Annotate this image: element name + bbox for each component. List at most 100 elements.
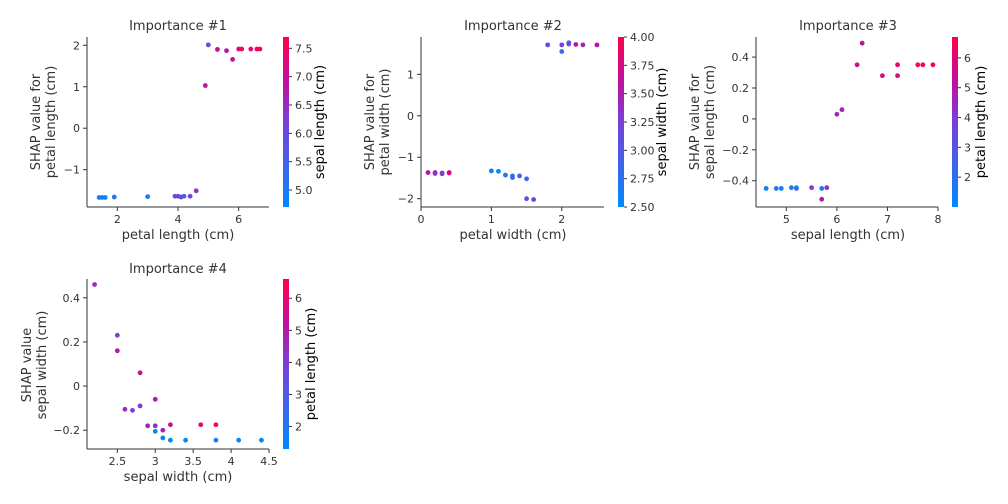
- y-axis-title-line-2: petal width (cm): [378, 69, 393, 176]
- colorbar-tick-label: 7.0: [295, 71, 313, 84]
- colorbar: 2 3 4 5 6: [283, 279, 302, 449]
- x-tick-label: 7: [884, 213, 891, 226]
- colorbar-tick-label: 6: [964, 52, 971, 65]
- colorbar-tick-label: 4: [964, 112, 971, 125]
- scatter-point: [488, 168, 494, 174]
- scatter-point: [215, 47, 220, 52]
- y-tick-label: 1: [73, 81, 80, 94]
- plot-title: Importance #1: [129, 19, 227, 34]
- scatter-point: [137, 370, 143, 376]
- x-tick-label: 8: [935, 213, 942, 226]
- scatter-point: [809, 185, 815, 191]
- scatter-point: [160, 427, 166, 433]
- scatter-point: [773, 186, 779, 191]
- colorbar-tick-label: 3.50: [630, 88, 655, 101]
- x-tick-label: 2: [114, 213, 121, 226]
- colorbar-label: sepal length (cm): [313, 65, 328, 179]
- x-axis-title: petal width (cm): [460, 228, 567, 243]
- scatter-point: [145, 194, 151, 200]
- scatter-point: [92, 282, 97, 287]
- colorbar-label: sepal width (cm): [655, 68, 670, 177]
- scatter-point: [559, 49, 565, 54]
- y-tick-label: 2: [73, 39, 80, 52]
- plot-area: 0 1 2 −2 −1 0 1: [398, 37, 604, 226]
- scatter-point: [859, 40, 865, 46]
- x-tick-label: 2.5: [109, 455, 127, 468]
- y-axis-title-line-2: sepal length (cm): [703, 65, 718, 179]
- colorbar: 2.50 2.75 3.00 3.25 3.50 3.75 4.00: [618, 31, 655, 214]
- scatter-point: [224, 48, 229, 54]
- scatter-point: [794, 185, 799, 191]
- y-axis-title-line-2: petal length (cm): [44, 66, 59, 179]
- colorbar-tick-label: 4: [295, 356, 302, 369]
- colorbar-tick-label: 3.75: [630, 59, 655, 72]
- x-tick-label: 4: [175, 213, 182, 226]
- scatter-point: [111, 194, 117, 200]
- scatter-point: [439, 171, 445, 177]
- scatter-point: [524, 176, 529, 182]
- plot-area: 2 4 6 −1 0 1 2: [64, 37, 269, 226]
- plot-title: Importance #3: [799, 19, 897, 34]
- scatter-point: [205, 42, 211, 48]
- scatter-point: [778, 186, 784, 191]
- scatter-point: [834, 111, 840, 117]
- scatter-point: [788, 185, 794, 191]
- scatter-point: [895, 62, 900, 68]
- y-axis-title-line-1: SHAP value for: [29, 73, 44, 170]
- scatter-point: [137, 403, 143, 409]
- scatter-point: [503, 172, 508, 178]
- scatter-point: [168, 437, 173, 443]
- colorbar-tick-label: 5: [295, 324, 302, 337]
- plot-area: 5 6 7 8 −0.4 −0.2 0 0.2 0.4: [722, 37, 942, 226]
- colorbar: 5.0 5.5 6.0 6.5 7.0 7.5: [283, 37, 313, 207]
- colorbar-tick-label: 5.5: [295, 156, 313, 169]
- scatter-point: [432, 171, 438, 176]
- y-tick-label: 1: [407, 68, 414, 81]
- x-axis-title: petal length (cm): [122, 228, 235, 243]
- y-tick-label: 0: [73, 122, 80, 135]
- scatter-point: [920, 62, 926, 68]
- y-tick-label: 0.4: [732, 51, 750, 64]
- x-tick-label: 3.5: [184, 455, 202, 468]
- plot-title: Importance #2: [464, 19, 562, 34]
- y-tick-label: −1: [64, 164, 80, 177]
- scatter-point: [566, 41, 572, 47]
- scatter-point: [594, 42, 600, 48]
- scatter-point: [239, 46, 245, 52]
- scatter-point: [824, 185, 830, 191]
- y-axis-title: SHAP value for petal width (cm): [363, 69, 393, 176]
- y-tick-label: −0.2: [53, 424, 80, 437]
- scatter-point: [425, 170, 431, 175]
- scatter-point: [854, 62, 860, 68]
- panel-importance-4: Importance #4 2.5 3 3.5 4 4.5 −0.2 0 0.2 0.4 SHA…: [20, 262, 319, 485]
- scatter-point: [202, 83, 208, 88]
- scatter-point: [524, 196, 529, 202]
- scatter-point: [531, 197, 537, 202]
- colorbar-label: petal length (cm): [974, 66, 989, 179]
- scatter-point: [145, 423, 151, 429]
- colorbar-tick-label: 6.0: [295, 127, 313, 140]
- scatter-point: [152, 423, 158, 429]
- y-axis-title-line-1: SHAP value for: [363, 73, 378, 170]
- scatter-point: [168, 422, 173, 428]
- y-tick-label: 0: [407, 110, 414, 123]
- scatter-point: [181, 193, 187, 199]
- x-tick-label: 4: [228, 455, 235, 468]
- scatter-point: [230, 56, 236, 62]
- scatter-point: [580, 42, 586, 48]
- x-tick-label: 6: [235, 213, 242, 226]
- colorbar: 2 3 4 5 6: [952, 37, 971, 207]
- panel-importance-1: Importance #1 2 4 6 −1 0 1 2 SHAP value for pe…: [29, 19, 328, 243]
- x-axis-title: sepal width (cm): [124, 470, 233, 485]
- scatter-point: [213, 422, 219, 428]
- x-axis-title: sepal length (cm): [791, 228, 905, 243]
- x-tick-label: 3: [152, 455, 159, 468]
- x-tick-label: 5: [783, 213, 790, 226]
- x-tick-label: 1: [488, 213, 495, 226]
- scatter-point: [257, 46, 263, 52]
- y-tick-label: 0.4: [63, 292, 81, 305]
- colorbar-tick-label: 4.00: [630, 31, 655, 44]
- scatter-point: [183, 437, 188, 443]
- colorbar-tick-label: 5.0: [295, 184, 313, 197]
